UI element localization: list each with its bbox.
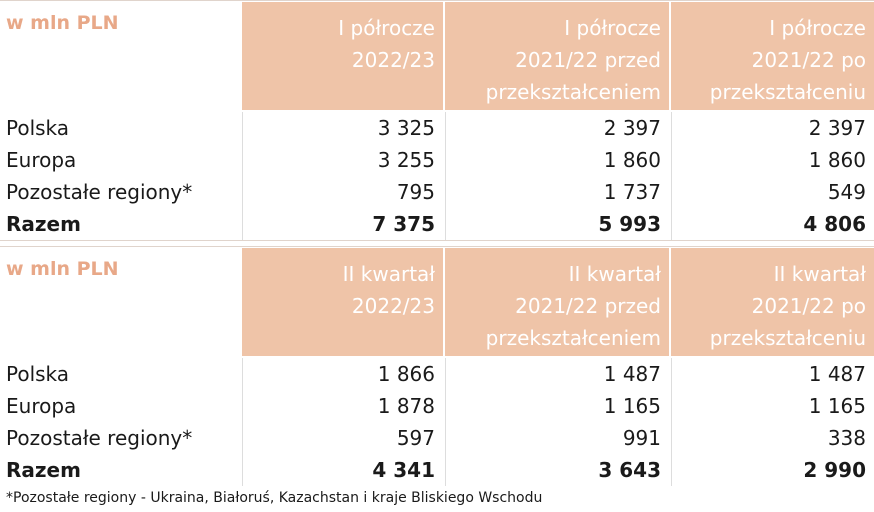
value-cell: 2 397 <box>445 112 669 144</box>
row-label: Europa <box>6 148 77 172</box>
row-label: Razem <box>6 212 81 236</box>
row-label: Razem <box>6 458 81 482</box>
footnote: *Pozostałe regiony - Ukraina, Białoruś, … <box>6 490 543 506</box>
header-line: 2021/22 po <box>751 48 866 72</box>
header-cell: I półrocze 2022/23 <box>242 2 443 110</box>
value-cell: 3 325 <box>242 112 443 144</box>
header-cell: II kwartał 2021/22 po przekształceniu <box>671 248 874 356</box>
row-label: Pozostałe regiony* <box>6 180 193 204</box>
header-line: I półrocze <box>564 16 661 40</box>
header-line: 2022/23 <box>351 48 435 72</box>
value-cell: 1 487 <box>671 358 874 390</box>
header-cell: I półrocze 2021/22 przed przekształceniem <box>445 2 669 110</box>
header-line: przekształceniu <box>709 80 866 104</box>
header-line: 2022/23 <box>351 294 435 318</box>
header-line: przekształceniem <box>485 326 661 350</box>
value-cell: 1 860 <box>445 144 669 176</box>
header-line: w mln PLN <box>6 258 119 280</box>
header-cell: II kwartał 2022/23 <box>242 248 443 356</box>
value-cell: 991 <box>445 422 669 454</box>
value-cell: 1 860 <box>671 144 874 176</box>
value-cell: 338 <box>671 422 874 454</box>
value-cell: 1 165 <box>445 390 669 422</box>
separator <box>0 0 874 1</box>
header-line: II kwartał <box>342 262 435 286</box>
header-cell: II kwartał 2021/22 przed przekształceniem <box>445 248 669 356</box>
value-cell: 1 737 <box>445 176 669 208</box>
header-cell: w mln PLN <box>0 2 240 110</box>
header-line: II kwartał <box>568 262 661 286</box>
value-cell: 1 487 <box>445 358 669 390</box>
header-line: przekształceniem <box>485 80 661 104</box>
header-line: 2021/22 przed <box>515 294 661 318</box>
header-line: w mln PLN <box>6 12 119 34</box>
value-cell: 4 806 <box>671 208 874 240</box>
header-cell: I półrocze 2021/22 po przekształceniu <box>671 2 874 110</box>
value-cell: 3 643 <box>445 454 669 486</box>
value-cell: 3 255 <box>242 144 443 176</box>
header-cell: w mln PLN <box>0 248 240 356</box>
header-line: 2021/22 przed <box>515 48 661 72</box>
header-line: 2021/22 po <box>751 294 866 318</box>
value-cell: 4 341 <box>242 454 443 486</box>
row-label: Polska <box>6 362 70 386</box>
value-cell: 2 397 <box>671 112 874 144</box>
value-cell: 549 <box>671 176 874 208</box>
separator <box>0 240 874 241</box>
value-cell: 795 <box>242 176 443 208</box>
row-label: Europa <box>6 394 77 418</box>
value-cell: 597 <box>242 422 443 454</box>
row-label: Pozostałe regiony* <box>6 426 193 450</box>
header-line: I półrocze <box>338 16 435 40</box>
value-cell: 1 878 <box>242 390 443 422</box>
header-line: I półrocze <box>769 16 866 40</box>
value-cell: 1 866 <box>242 358 443 390</box>
separator <box>0 246 874 247</box>
value-cell: 5 993 <box>445 208 669 240</box>
value-cell: 1 165 <box>671 390 874 422</box>
value-cell: 7 375 <box>242 208 443 240</box>
header-line: II kwartał <box>773 262 866 286</box>
value-cell: 2 990 <box>671 454 874 486</box>
row-label: Polska <box>6 116 70 140</box>
header-line: przekształceniu <box>709 326 866 350</box>
